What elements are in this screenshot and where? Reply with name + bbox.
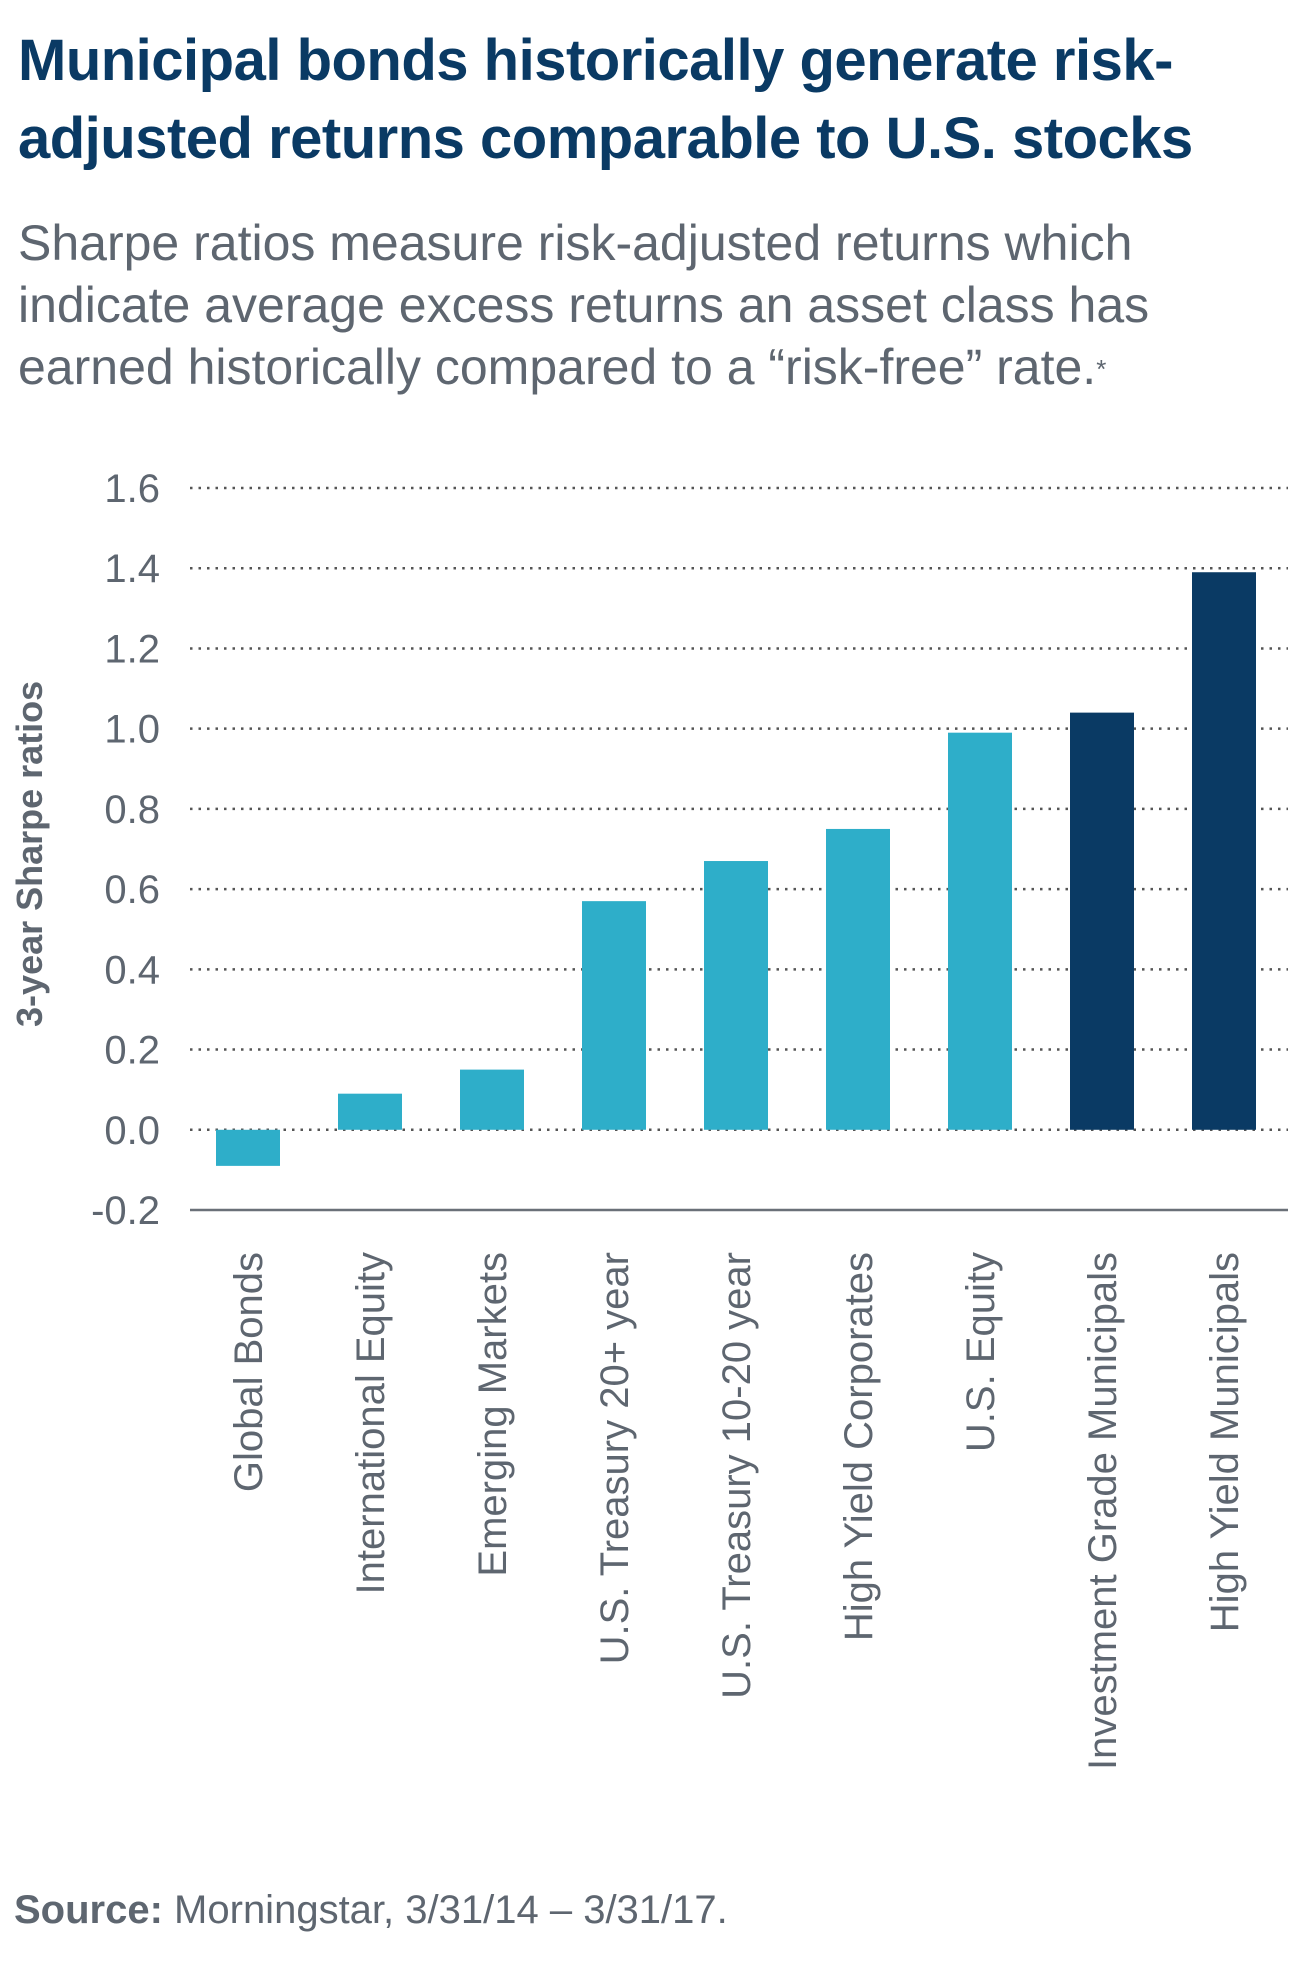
y-tick-label: 1.2 (104, 627, 160, 671)
bar-chart: 1.6 1.4 1.2 1.0 0.8 0.6 0.4 0.2 0.0 -0.2 Global B… (9, 467, 1288, 1770)
chart-title: Municipal bonds historically generate ri… (18, 28, 1193, 171)
footnote-mark: * (1096, 354, 1107, 384)
bar (338, 1093, 402, 1130)
bar (704, 861, 768, 1130)
subtitle-text: Sharpe ratios measure risk-adjusted retu… (18, 215, 1150, 395)
x-tick-label: Investment Grade Municipals (1081, 1252, 1125, 1770)
bars (216, 572, 1256, 1166)
y-tick-label: 0.2 (104, 1029, 160, 1073)
x-tick-labels: Global Bonds International Equity Emerging… (227, 1252, 1247, 1770)
y-tick-label: 0.8 (104, 788, 160, 832)
y-tick-labels: 1.6 1.4 1.2 1.0 0.8 0.6 0.4 0.2 0.0 -0.2 (91, 467, 160, 1233)
x-tick-label: U.S. Treasury 20+ year (593, 1252, 637, 1664)
bar (582, 901, 646, 1130)
x-tick-label: Emerging Markets (471, 1252, 515, 1577)
x-tick-label: International Equity (349, 1252, 393, 1594)
x-tick-label: U.S. Equity (959, 1252, 1003, 1452)
bar (460, 1069, 524, 1130)
bar (216, 1129, 280, 1166)
source-note: Source: Morningstar, 3/31/14 – 3/31/17. (14, 1888, 728, 1933)
bar (948, 732, 1012, 1130)
source-label: Source: (14, 1888, 163, 1932)
chart-subtitle: Sharpe ratios measure risk-adjusted retu… (18, 212, 1308, 398)
source-text: Morningstar, 3/31/14 – 3/31/17. (162, 1888, 728, 1932)
y-axis-label: 3-year Sharpe ratios (9, 681, 50, 1027)
x-tick-label: U.S. Treasury 10-20 year (715, 1252, 759, 1699)
y-tick-label: 0.0 (104, 1109, 160, 1153)
y-tick-label: 1.4 (104, 547, 160, 591)
x-tick-label: High Yield Municipals (1203, 1252, 1247, 1632)
bar (1192, 572, 1256, 1130)
x-tick-label: Global Bonds (227, 1252, 271, 1492)
x-tick-label: High Yield Corporates (837, 1252, 881, 1641)
y-tick-label: -0.2 (91, 1189, 160, 1233)
y-tick-label: 1.6 (104, 467, 160, 511)
bar (826, 828, 890, 1130)
y-tick-label: 1.0 (104, 708, 160, 752)
y-tick-label: 0.6 (104, 868, 160, 912)
y-tick-label: 0.4 (104, 948, 160, 992)
bar (1070, 712, 1134, 1130)
